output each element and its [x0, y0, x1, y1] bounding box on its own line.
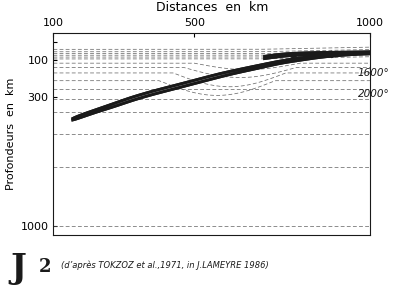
Polygon shape	[265, 52, 370, 59]
Text: (d’après TOKZOZ et al.,1971, in J.LAMEYRE 1986): (d’après TOKZOZ et al.,1971, in J.LAMEYR…	[61, 261, 269, 270]
Text: 2000°: 2000°	[358, 89, 390, 99]
Text: 2: 2	[39, 258, 51, 276]
X-axis label: Distances  en  km: Distances en km	[156, 1, 268, 14]
Text: 1600°: 1600°	[358, 68, 390, 78]
Y-axis label: Profondeurs  en  km: Profondeurs en km	[6, 78, 16, 190]
Polygon shape	[73, 52, 370, 120]
Text: J: J	[10, 252, 26, 285]
